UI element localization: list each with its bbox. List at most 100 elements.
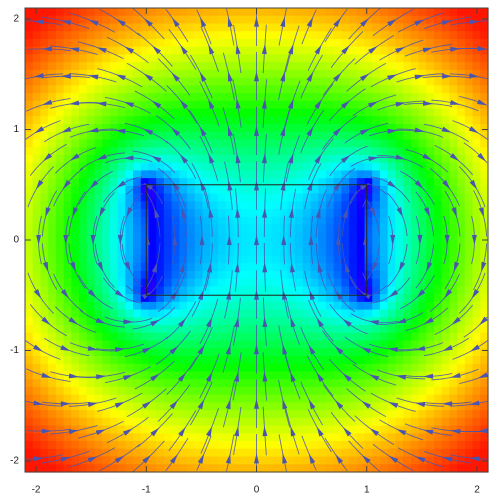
density-cell [117, 216, 126, 226]
density-cell [464, 170, 474, 179]
density-cell [387, 108, 396, 117]
density-cell [125, 441, 134, 450]
density-cell [457, 193, 466, 202]
density-cell [48, 185, 57, 195]
density-cell [225, 154, 234, 164]
density-cell [194, 278, 204, 287]
density-cell [71, 116, 80, 125]
density-cell [395, 286, 404, 295]
density-cell [372, 124, 381, 133]
density-cell [395, 193, 404, 202]
density-cell [194, 69, 204, 79]
density-cell [94, 232, 103, 241]
density-cell [264, 356, 273, 365]
density-cell [63, 247, 72, 257]
density-cell [318, 402, 327, 411]
stream-line [25, 454, 63, 460]
density-cell [349, 232, 358, 241]
density-cell [210, 410, 219, 419]
density-cell [133, 193, 142, 202]
density-cell [433, 54, 443, 63]
density-cell [125, 325, 134, 334]
density-cell [325, 363, 335, 373]
density-cell [333, 15, 342, 25]
density-cell [287, 410, 296, 419]
density-cell [387, 448, 396, 458]
density-cell [433, 139, 443, 148]
density-cell [32, 46, 42, 55]
density-cell [133, 77, 142, 86]
density-cell [426, 417, 435, 427]
density-cell [387, 464, 396, 473]
density-cell [464, 232, 474, 241]
stream-arrow [481, 261, 487, 273]
density-cell [310, 69, 319, 79]
density-cell [94, 38, 103, 48]
density-cell [410, 301, 420, 311]
stream-arrow [477, 372, 489, 379]
density-cell [133, 201, 142, 210]
density-cell [256, 69, 265, 79]
density-cell [25, 170, 34, 179]
density-cell [364, 325, 373, 334]
density-cell [187, 371, 196, 380]
stream-arrow [95, 317, 106, 324]
density-cell [441, 294, 451, 303]
stream-arrow [450, 46, 461, 52]
density-cell [55, 62, 65, 71]
density-cell [210, 139, 219, 148]
density-cell [71, 263, 80, 272]
density-cell [156, 286, 165, 295]
density-cell [310, 464, 319, 473]
density-cell [86, 162, 96, 171]
density-cell [271, 62, 281, 71]
density-cell [318, 185, 327, 195]
stream-arrow [208, 153, 215, 164]
density-cell [379, 162, 389, 171]
density-cell [187, 394, 196, 403]
density-cell [148, 263, 157, 272]
density-cell [140, 139, 150, 148]
density-cell [449, 162, 458, 171]
stream-arrow [114, 289, 125, 298]
density-cell [194, 410, 204, 419]
density-cell [133, 309, 142, 318]
density-cell [333, 379, 342, 388]
density-cell [225, 85, 234, 94]
density-cell [40, 85, 49, 94]
density-cell [133, 433, 142, 442]
density-cell [418, 108, 427, 117]
density-cell [79, 433, 88, 442]
density-cell [379, 154, 389, 164]
density-cell [464, 93, 474, 102]
density-cell [395, 379, 404, 388]
density-cell [194, 240, 204, 249]
density-cell [418, 278, 427, 287]
density-cell [441, 410, 451, 419]
density-cell [179, 131, 188, 141]
density-cell [333, 425, 342, 434]
density-cell [63, 8, 72, 17]
density-cell [333, 394, 342, 403]
density-cell [318, 216, 327, 226]
density-cell [318, 170, 327, 179]
density-cell [341, 232, 350, 241]
density-cell [86, 131, 96, 141]
density-cell [395, 294, 404, 303]
density-cell [55, 379, 65, 388]
density-layer [25, 8, 489, 473]
density-cell [187, 147, 196, 156]
density-cell [410, 131, 420, 141]
density-cell [457, 209, 466, 218]
density-cell [341, 278, 350, 287]
density-cell [325, 38, 335, 48]
density-cell [179, 185, 188, 195]
stream-arrow [206, 426, 213, 437]
density-cell [333, 386, 342, 396]
density-cell [156, 410, 165, 419]
density-cell [279, 93, 288, 102]
density-cell [55, 100, 65, 110]
stream-arrow [178, 426, 186, 437]
density-cell [163, 131, 173, 141]
density-cell [133, 178, 142, 187]
